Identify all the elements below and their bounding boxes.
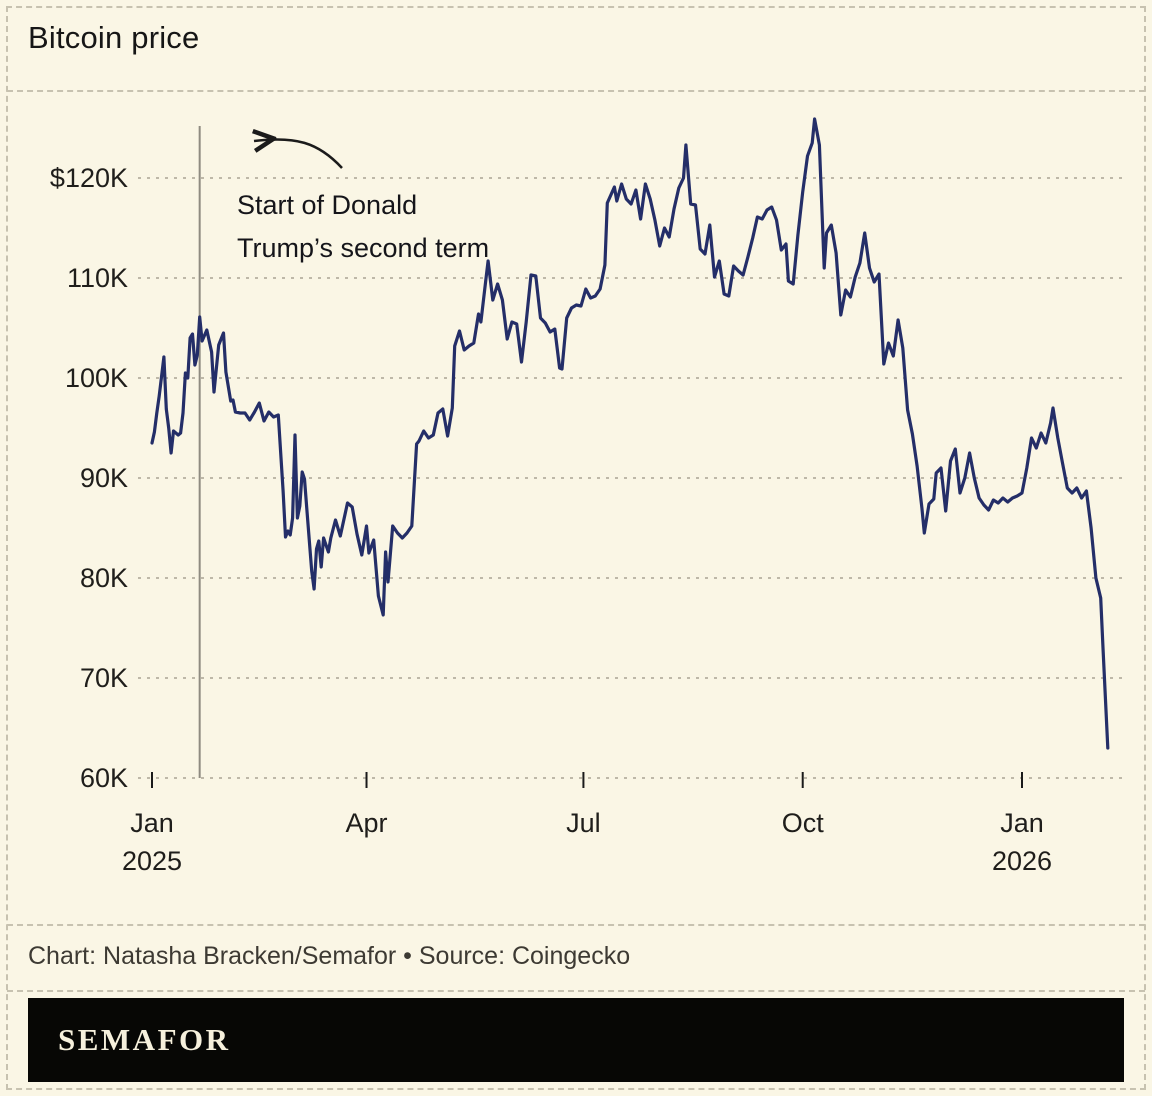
y-axis-label: 80K (80, 563, 128, 593)
event-annotation: Start of Donald Trump’s second term (237, 184, 567, 270)
title-separator (7, 90, 1145, 92)
x-axis-label: Apr (346, 808, 388, 838)
y-axis-label: 90K (80, 463, 128, 493)
bitcoin-price-chart: $120K 110K 100K 90K 80K 70K 60K Jan 2025 Apr Jul Oc… (0, 90, 1152, 902)
x-axis-label: Jan (1000, 808, 1044, 838)
y-axis-label: 60K (80, 763, 128, 793)
logo-separator (7, 990, 1145, 992)
y-axis-label: 100K (65, 363, 128, 393)
y-axis-label: 70K (80, 663, 128, 693)
x-axis-sublabel: 2025 (122, 846, 182, 876)
annotation-line1: Start of Donald (237, 190, 418, 220)
chart-title: Bitcoin price (28, 20, 200, 55)
curved-arrow-icon (254, 139, 343, 169)
footer-separator (7, 924, 1145, 926)
x-axis-label: Jan (130, 808, 174, 838)
annotation-line2: Trump’s second term (237, 233, 490, 263)
chart-credit: Chart: Natasha Bracken/Semafor • Source:… (28, 942, 631, 970)
semafor-wordmark: SEMAFOR (58, 1022, 231, 1057)
price-line (150, 117, 1110, 750)
x-axis-label: Oct (782, 808, 825, 838)
semafor-logo-bar: SEMAFOR (28, 998, 1124, 1082)
y-axis-label: 110K (67, 263, 128, 293)
x-axis-label: Jul (566, 808, 601, 838)
x-axis-sublabel: 2026 (992, 846, 1052, 876)
y-axis-label: $120K (50, 163, 128, 193)
